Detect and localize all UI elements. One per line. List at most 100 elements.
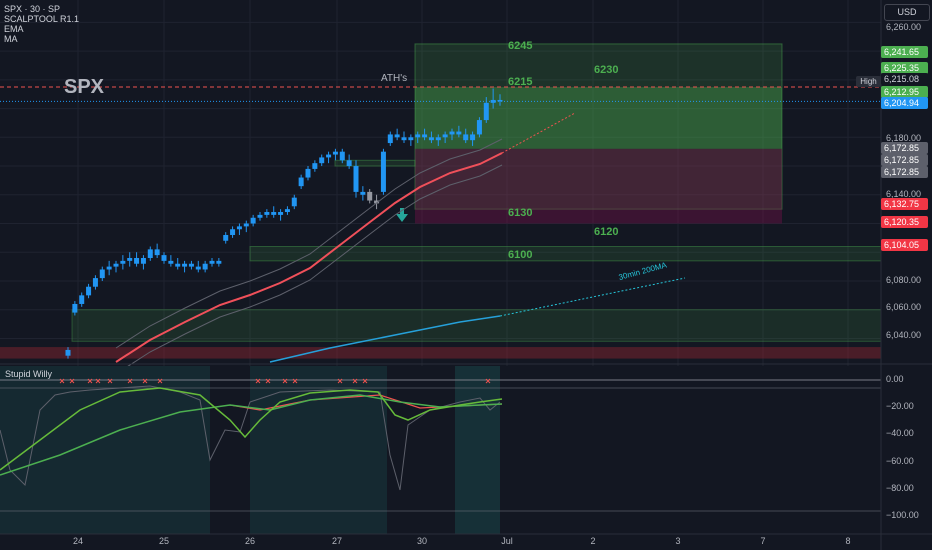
- price-label: 6,212.95: [881, 86, 928, 98]
- ma200-line: [269, 315, 501, 363]
- candle: [209, 260, 215, 264]
- entry-arrow-icon: [396, 208, 408, 222]
- candle: [497, 99, 503, 102]
- candle: [374, 200, 380, 204]
- candle: [223, 235, 229, 241]
- x-tick: 7: [760, 536, 766, 546]
- candle: [168, 260, 174, 264]
- price-label: 6,172.85: [881, 142, 928, 154]
- zone-label-6130: 6130: [508, 207, 533, 219]
- signal-marker-icon: [157, 378, 163, 384]
- candle: [367, 191, 373, 201]
- candle: [264, 212, 270, 215]
- signal-marker-icon: [485, 378, 491, 384]
- candle: [353, 166, 359, 192]
- candle: [202, 263, 208, 270]
- signal-marker-icon: [265, 378, 271, 384]
- oscillator-title[interactable]: Stupid Willy: [5, 369, 53, 379]
- signal-marker-icon: [69, 378, 75, 384]
- candle: [339, 151, 345, 161]
- candle: [72, 303, 78, 313]
- candle: [65, 349, 71, 356]
- x-tick: 30: [416, 536, 427, 546]
- x-tick: 25: [158, 536, 169, 546]
- candle: [86, 286, 92, 296]
- signal-marker-icon: [255, 378, 261, 384]
- legend-indicator[interactable]: EMA: [4, 24, 24, 34]
- candle: [79, 295, 85, 304]
- candlestick-series: [65, 88, 503, 359]
- x-tick: 8: [845, 536, 851, 546]
- price-tick: 6,060.00: [886, 302, 922, 312]
- x-tick: Jul: [501, 536, 513, 546]
- risk-zone: [415, 148, 782, 224]
- candle: [408, 137, 414, 141]
- candle: [380, 151, 386, 192]
- candle: [230, 229, 236, 236]
- oscillator-highlight: [0, 366, 210, 534]
- signal-marker-icon: [337, 378, 343, 384]
- candle: [175, 263, 181, 267]
- lower-red-zone: [0, 347, 881, 359]
- candle: [257, 214, 263, 218]
- oscillator-tick: −80.00: [886, 483, 914, 493]
- candle: [188, 263, 194, 267]
- price-tick: 6,140.00: [886, 189, 922, 199]
- candle: [305, 168, 311, 178]
- candle: [271, 212, 277, 215]
- legend-symbol[interactable]: SPX · 30 · SP: [4, 4, 61, 14]
- x-tick: 27: [331, 536, 342, 546]
- target-zone-inner: [415, 87, 782, 149]
- oscillator-tick: −20.00: [886, 401, 914, 411]
- ema-projection: [501, 112, 576, 154]
- indicator-lines: [115, 112, 686, 375]
- candle: [250, 217, 256, 224]
- candle: [99, 269, 105, 279]
- x-tick: 3: [675, 536, 681, 546]
- signal-marker-icon: [352, 378, 358, 384]
- candle: [463, 134, 469, 141]
- price-tick: 6,180.00: [886, 133, 922, 143]
- zone-label-6120: 6120: [594, 226, 619, 238]
- x-tick: 24: [72, 536, 83, 546]
- high-tag: High: [856, 76, 881, 87]
- price-label: 6,132.75: [881, 198, 928, 210]
- candle: [161, 255, 167, 261]
- currency-button[interactable]: USD: [884, 4, 930, 21]
- legend-indicator[interactable]: SCALPTOOL R1.1: [4, 14, 80, 24]
- demand-zone: [334, 159, 416, 167]
- oscillator-highlight: [455, 366, 500, 534]
- candle: [470, 134, 476, 141]
- trade-zones: [0, 43, 882, 359]
- signal-marker-icon: [362, 378, 368, 384]
- price-label: 6,225.35: [881, 62, 928, 74]
- candle: [182, 263, 188, 267]
- oscillator-raw: [0, 385, 501, 491]
- candle: [476, 120, 482, 135]
- candle: [147, 249, 153, 258]
- candle: [312, 163, 318, 169]
- signal-marker-icon: [292, 378, 298, 384]
- candle: [449, 131, 455, 135]
- candle: [456, 131, 462, 135]
- oscillator-tick: 0.00: [886, 374, 904, 384]
- signal-marker-icon: [95, 378, 101, 384]
- zone-label-6245: 6245: [508, 40, 533, 52]
- legend-indicator[interactable]: MA: [4, 34, 18, 44]
- candle: [134, 257, 140, 264]
- zone-label-6230: 6230: [594, 64, 619, 76]
- x-tick: 26: [244, 536, 255, 546]
- price-tick: 6,260.00: [886, 22, 922, 32]
- candle: [106, 266, 112, 270]
- x-tick: 2: [590, 536, 596, 546]
- zone-label-6215: 6215: [508, 76, 533, 88]
- candle: [415, 134, 421, 138]
- signal-marker-icon: [142, 378, 148, 384]
- target-zone-outer: [414, 43, 783, 210]
- oscillator-tick: −40.00: [886, 428, 914, 438]
- candle: [346, 160, 352, 167]
- zone-label-6100: 6100: [508, 249, 533, 261]
- oscillator-bg: [0, 366, 881, 534]
- oscillator-tick: −60.00: [886, 456, 914, 466]
